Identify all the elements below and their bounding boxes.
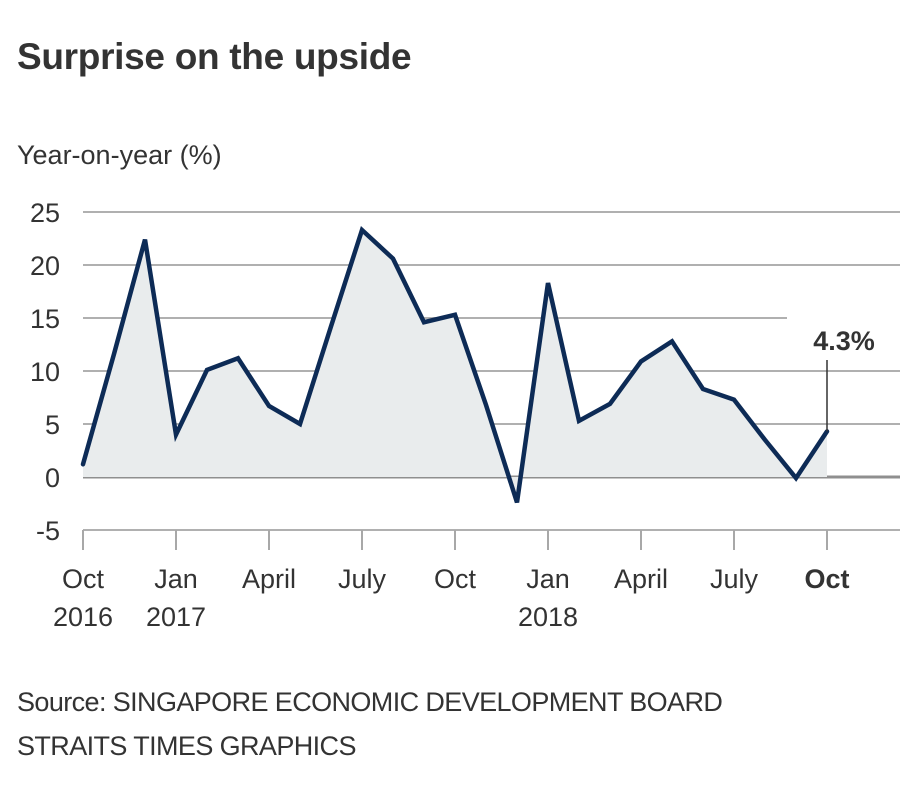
y-tick-label: 0 [45,463,60,493]
y-tick-label: 15 [30,304,60,334]
source-line: Source: SINGAPORE ECONOMIC DEVELOPMENT B… [17,687,723,717]
y-axis-label: Year-on-year (%) [17,140,222,170]
x-tick-year: 2016 [53,602,113,632]
y-tick-label: 25 [30,198,60,228]
x-tick-label: April [614,564,668,594]
x-tick-label: Oct [434,564,477,594]
x-tick-year: 2017 [146,602,206,632]
x-tick-label: Oct [804,564,849,594]
x-tick-year: 2018 [518,602,578,632]
x-tick-label: Jan [154,564,198,594]
x-tick-label: July [338,564,387,594]
series-line [80,225,830,504]
y-tick-labels: 25 20 15 10 5 0 -5 [30,198,60,546]
y-tick-label: -5 [36,516,60,546]
x-axis [82,529,900,550]
y-tick-label: 10 [30,357,60,387]
x-tick-label: April [242,564,296,594]
x-tick-label: Oct [62,564,105,594]
annotation-label: 4.3% [813,326,875,356]
y-tick-label: 5 [45,410,60,440]
line-chart: 25 20 15 10 5 0 -5 Oct 2016 Jan 2017 April July Oct J… [30,198,900,632]
x-tick-label: Jan [526,564,570,594]
chart-title: Surprise on the upside [17,36,412,77]
y-tick-label: 20 [30,251,60,281]
area-fill [83,230,827,503]
credit-line: STRAITS TIMES GRAPHICS [17,731,356,761]
x-tick-labels: Oct 2016 Jan 2017 April July Oct Jan 2018 April Ju… [53,564,850,632]
source-note: Source: SINGAPORE ECONOMIC DEVELOPMENT B… [17,680,723,768]
annotation: 4.3% [813,326,875,432]
x-tick-label: July [710,564,759,594]
